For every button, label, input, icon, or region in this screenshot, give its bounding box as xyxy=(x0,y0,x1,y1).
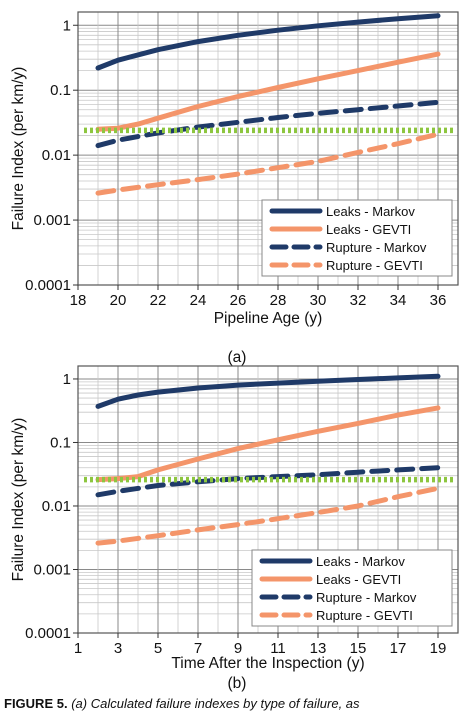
series-line-leaks-markov xyxy=(95,13,441,71)
legend: Leaks - Markov Leaks - GEVTI Rupture - Mar… xyxy=(261,199,453,277)
y-tick-label: 0.001 xyxy=(33,212,71,229)
y-tick-label: 0.01 xyxy=(42,147,71,164)
caption-label: FIGURE 5. xyxy=(4,696,68,711)
x-tick-label: 3 xyxy=(114,640,122,657)
x-tick-label: 26 xyxy=(230,292,247,309)
y-tick-label: 0.1 xyxy=(50,434,71,451)
x-tick-label: 22 xyxy=(150,292,167,309)
y-tick-label: 0.0001 xyxy=(25,277,71,294)
x-tick-label: 32 xyxy=(350,292,367,309)
x-tick-label: 13 xyxy=(310,640,327,657)
y-tick-label: 0.01 xyxy=(42,498,71,515)
gridlines xyxy=(77,12,459,286)
series-line-leaks-gevti xyxy=(95,405,441,483)
series-line-leaks-gevti xyxy=(95,51,441,132)
y-tick-label: 0.001 xyxy=(33,561,71,578)
x-tick-label: 24 xyxy=(190,292,207,309)
chart-panel-1: 0.0001 0.001 0.01 0.1 1 18 20 22 24 26 28 30 32 34 36 P… xyxy=(10,11,459,366)
legend-entry: Rupture - Markov xyxy=(316,590,417,605)
legend: Leaks - Markov Leaks - GEVTI Rupture - Mar… xyxy=(251,549,453,627)
x-tick-label: 5 xyxy=(154,640,162,657)
legend-entry: Leaks - GEVTI xyxy=(316,572,401,587)
series-line-rupture-gevti xyxy=(95,131,441,196)
panel-label: (a) xyxy=(228,349,247,366)
y-tick-label: 1 xyxy=(63,17,71,34)
x-tick-label: 34 xyxy=(390,292,407,309)
caption-text: (a) Calculated failure indexes by type o… xyxy=(71,696,360,711)
x-tick-label: 1 xyxy=(74,640,82,657)
legend-entry: Leaks - Markov xyxy=(326,204,415,219)
x-tick-label: 30 xyxy=(310,292,327,309)
y-axis-label: Failure Index (per km/y) xyxy=(10,67,27,231)
series-line-rupture-gevti xyxy=(95,485,441,546)
x-axis-label: Pipeline Age (y) xyxy=(214,310,323,327)
x-tick-label: 18 xyxy=(70,292,87,309)
x-tick-label: 28 xyxy=(270,292,287,309)
x-tick-label: 17 xyxy=(390,640,407,657)
panel-label: (b) xyxy=(228,675,247,692)
x-tick-label: 20 xyxy=(110,292,127,309)
x-tick-label: 9 xyxy=(234,640,242,657)
series-line-rupture-markov xyxy=(95,99,441,149)
x-axis-label: Time After the Inspection (y) xyxy=(171,655,364,672)
x-tick-label: 15 xyxy=(350,640,367,657)
legend-entry: Rupture - Markov xyxy=(326,240,427,255)
legend-entry: Leaks - Markov xyxy=(316,554,405,569)
legend-entry: Leaks - GEVTI xyxy=(326,222,411,237)
y-tick-label: 0.1 xyxy=(50,82,71,99)
x-tick-label: 19 xyxy=(430,640,447,657)
plot-border xyxy=(77,11,459,286)
legend-entry: Rupture - GEVTI xyxy=(326,258,423,273)
figure-caption: FIGURE 5. (a) Calculated failure indexes… xyxy=(4,696,474,711)
legend-entry: Rupture - GEVTI xyxy=(316,608,413,623)
x-tick-label: 7 xyxy=(194,640,202,657)
y-axis-label: Failure Index (per km/y) xyxy=(10,418,27,582)
x-tick-label: 11 xyxy=(270,640,286,657)
x-tick-label: 36 xyxy=(430,292,447,309)
series-line-leaks-markov xyxy=(95,373,441,409)
plot-border xyxy=(77,365,459,634)
y-tick-label: 0.0001 xyxy=(25,625,71,642)
y-tick-label: 1 xyxy=(63,371,71,388)
